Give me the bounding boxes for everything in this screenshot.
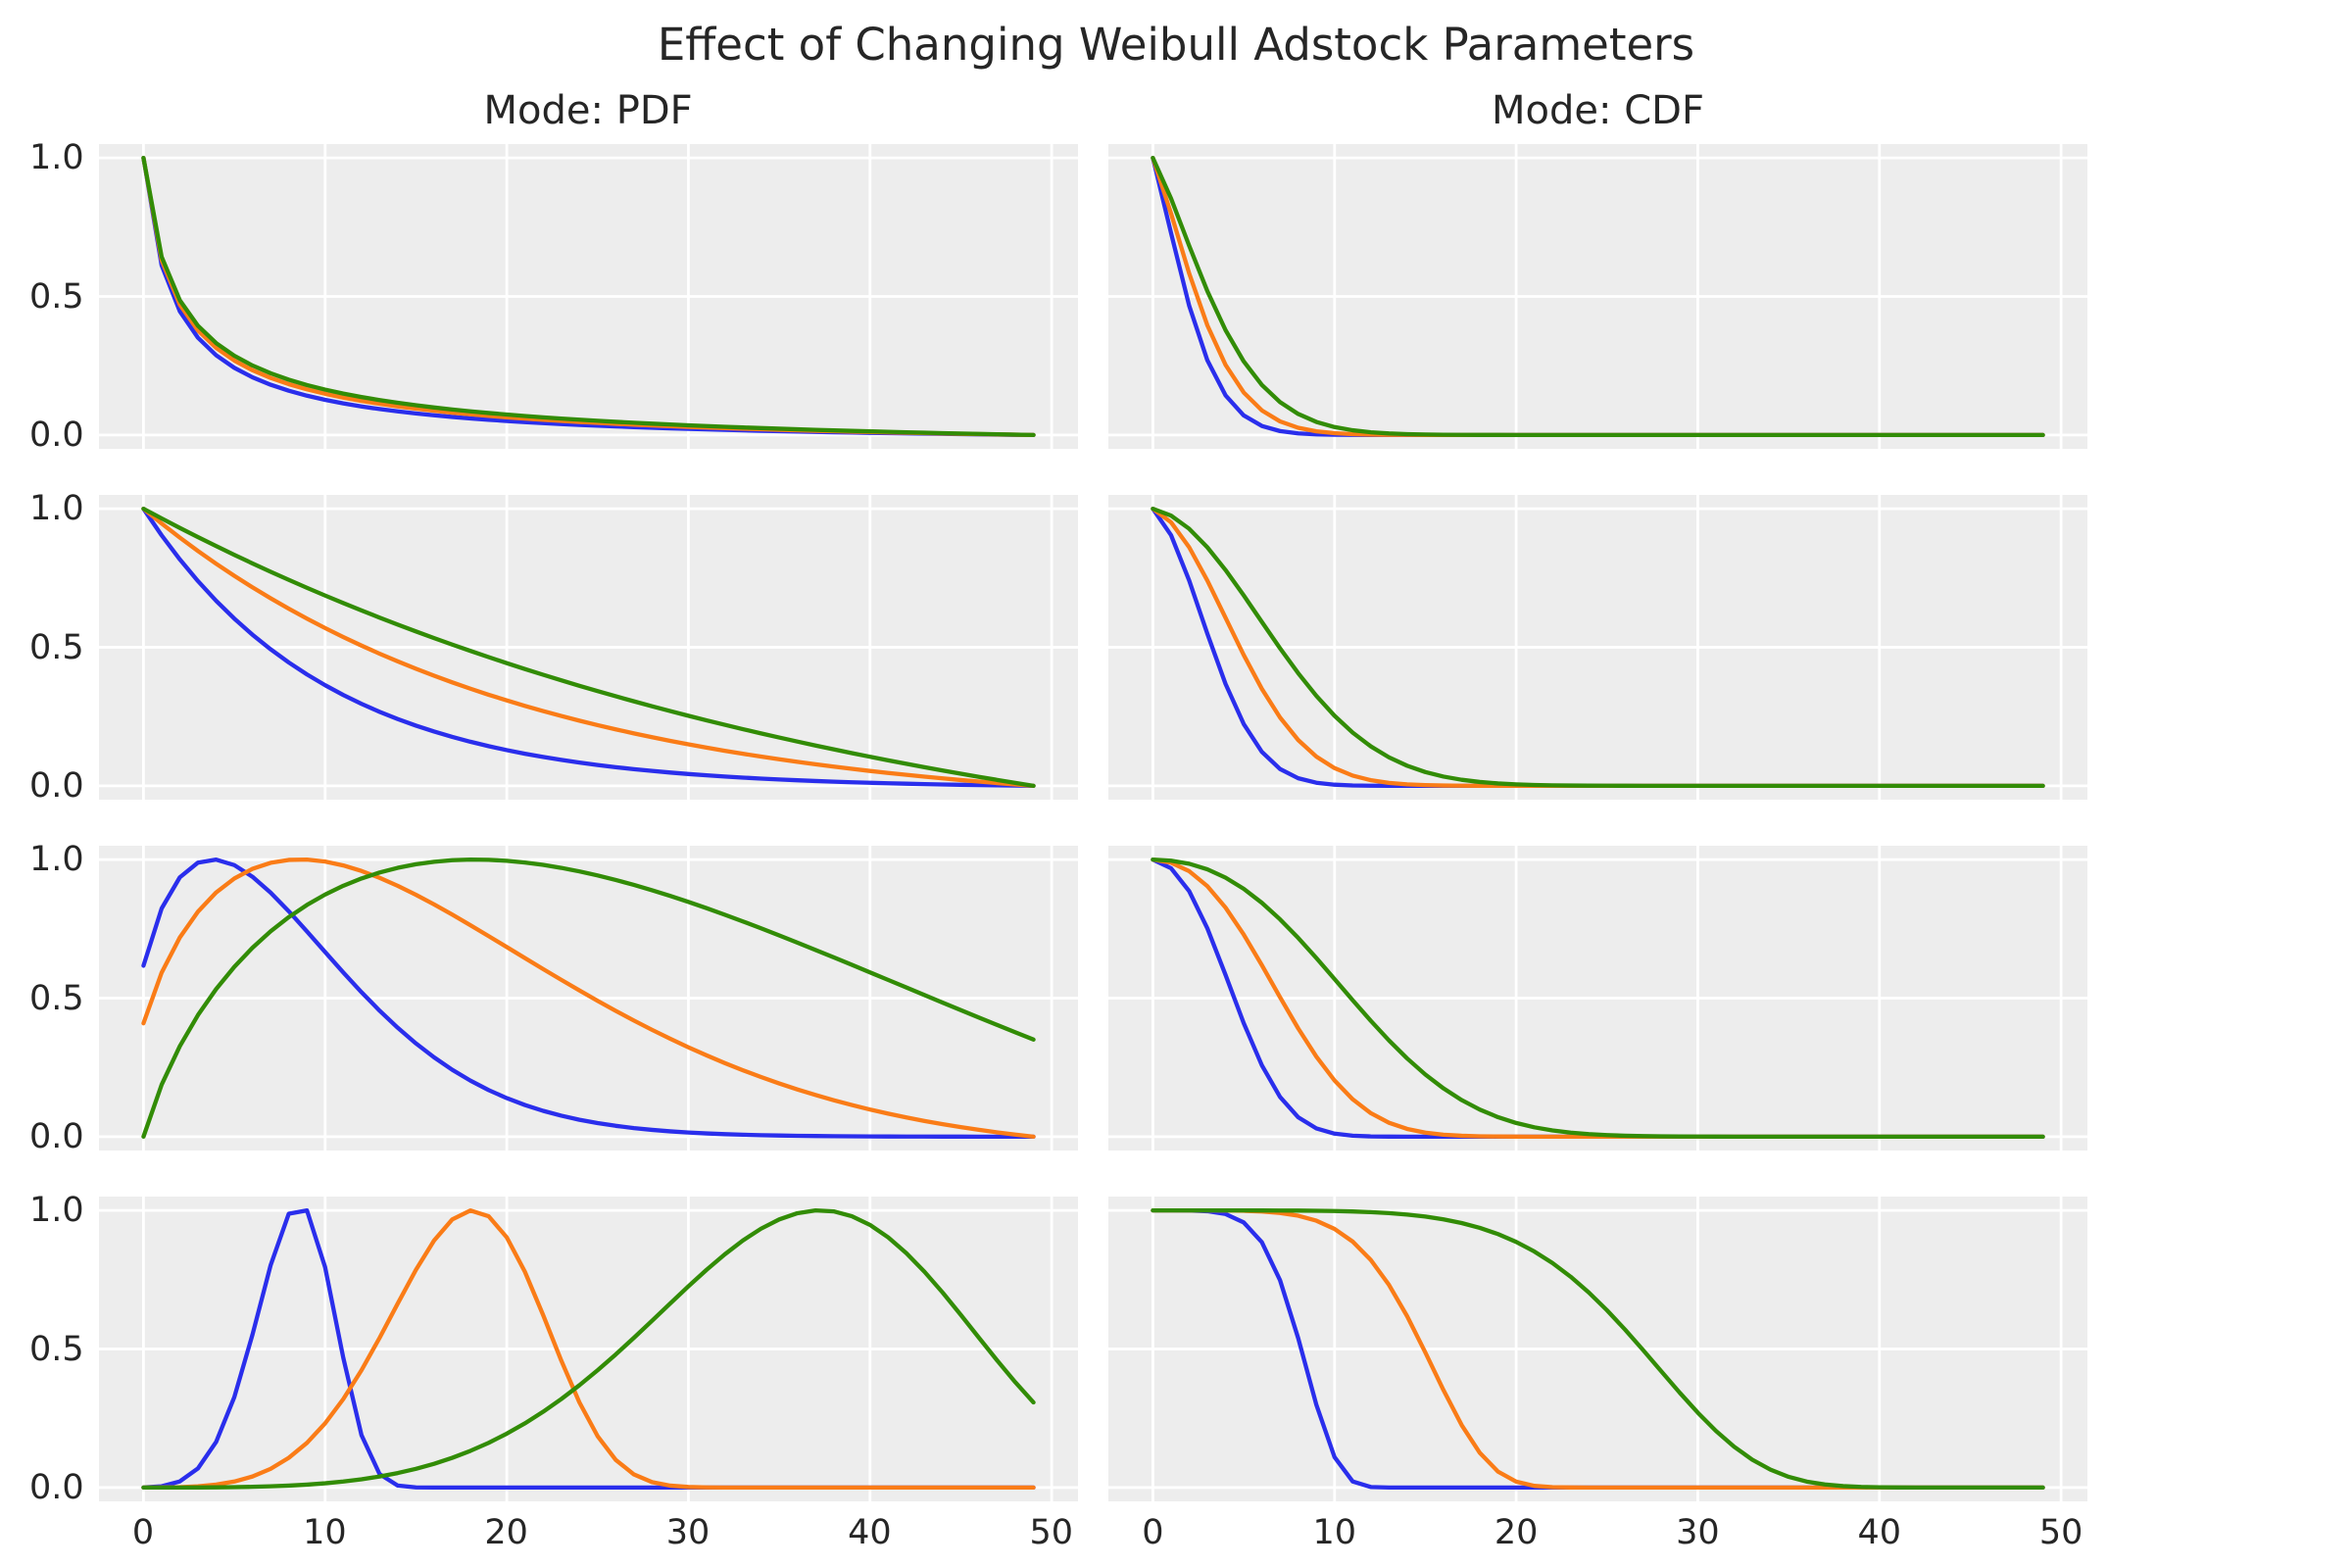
figure-title: Effect of Changing Weibull Adstock Param…	[657, 19, 1695, 71]
y-tick-label-0.0: 0.0	[28, 1467, 84, 1507]
y-tick-label-1.0: 1.0	[28, 138, 84, 178]
subplot-cdf-shape-5	[1108, 1197, 2087, 1501]
y-tick-label-1.0: 1.0	[28, 840, 84, 880]
line-pdf-shape-1-scale-40	[140, 506, 1036, 789]
x-tick-label-0: 0	[1142, 1513, 1164, 1552]
plot-area	[1108, 1197, 2087, 1501]
line-pdf-shape-1-scale-10	[140, 506, 1036, 789]
x-tick-label-40: 40	[1857, 1513, 1902, 1552]
x-tick-label-20: 20	[484, 1513, 528, 1552]
line-pdf-shape-1.5-scale-40	[140, 857, 1036, 1140]
plot-area	[1108, 846, 2087, 1151]
x-tick-label-10: 10	[303, 1513, 347, 1552]
y-tick-label-0.0: 0.0	[28, 765, 84, 806]
plot-area	[98, 495, 1078, 800]
subplot-pdf-shape-5	[98, 1197, 1078, 1501]
subplot-pdf-shape-0.5	[98, 144, 1078, 449]
subplot-cdf-shape-0.5	[1108, 144, 2087, 449]
x-tick-label-20: 20	[1494, 1513, 1539, 1552]
x-tick-label-0: 0	[131, 1513, 155, 1552]
line-cdf-shape-5-scale-40	[1151, 1207, 2045, 1491]
y-tick-label-1.0: 1.0	[28, 489, 84, 529]
x-tick-label-50: 50	[1029, 1513, 1073, 1552]
x-tick-label-50: 50	[2038, 1513, 2083, 1552]
subplot-pdf-shape-1.5	[98, 846, 1078, 1151]
line-pdf-shape-1-scale-20	[140, 506, 1036, 789]
subplot-title-cdf: Mode: CDF	[1492, 88, 1704, 133]
y-tick-label-0.0: 0.0	[28, 1116, 84, 1156]
x-tick-label-10: 10	[1312, 1513, 1357, 1552]
line-pdf-shape-5-scale-20	[140, 1207, 1036, 1491]
y-tick-label-0.5: 0.5	[28, 627, 84, 667]
y-tick-label-0.5: 0.5	[28, 276, 84, 317]
line-pdf-shape-1.5-scale-20	[140, 857, 1036, 1140]
plot-area	[1108, 495, 2087, 800]
plot-area	[98, 846, 1078, 1151]
plot-area	[1108, 144, 2087, 449]
line-cdf-shape-0.5-scale-40	[1151, 155, 2045, 438]
subplot-cdf-shape-1.5	[1108, 846, 2087, 1151]
subplot-pdf-shape-1	[98, 495, 1078, 800]
line-pdf-shape-0.5-scale-40	[140, 155, 1036, 438]
line-cdf-shape-1.5-scale-40	[1151, 857, 2045, 1140]
y-tick-label-0.0: 0.0	[28, 415, 84, 455]
subplot-cdf-shape-1	[1108, 495, 2087, 800]
subplot-title-pdf: Mode: PDF	[483, 88, 693, 133]
line-pdf-shape-5-scale-40	[140, 1207, 1036, 1491]
x-tick-label-30: 30	[1676, 1513, 1720, 1552]
y-tick-label-0.5: 0.5	[28, 978, 84, 1018]
x-tick-label-30: 30	[665, 1513, 710, 1552]
line-cdf-shape-1-scale-40	[1151, 506, 2045, 789]
plot-area	[98, 1197, 1078, 1501]
y-tick-label-0.5: 0.5	[28, 1329, 84, 1369]
y-tick-label-1.0: 1.0	[28, 1191, 84, 1231]
plot-area	[98, 144, 1078, 449]
x-tick-label-40: 40	[848, 1513, 892, 1552]
